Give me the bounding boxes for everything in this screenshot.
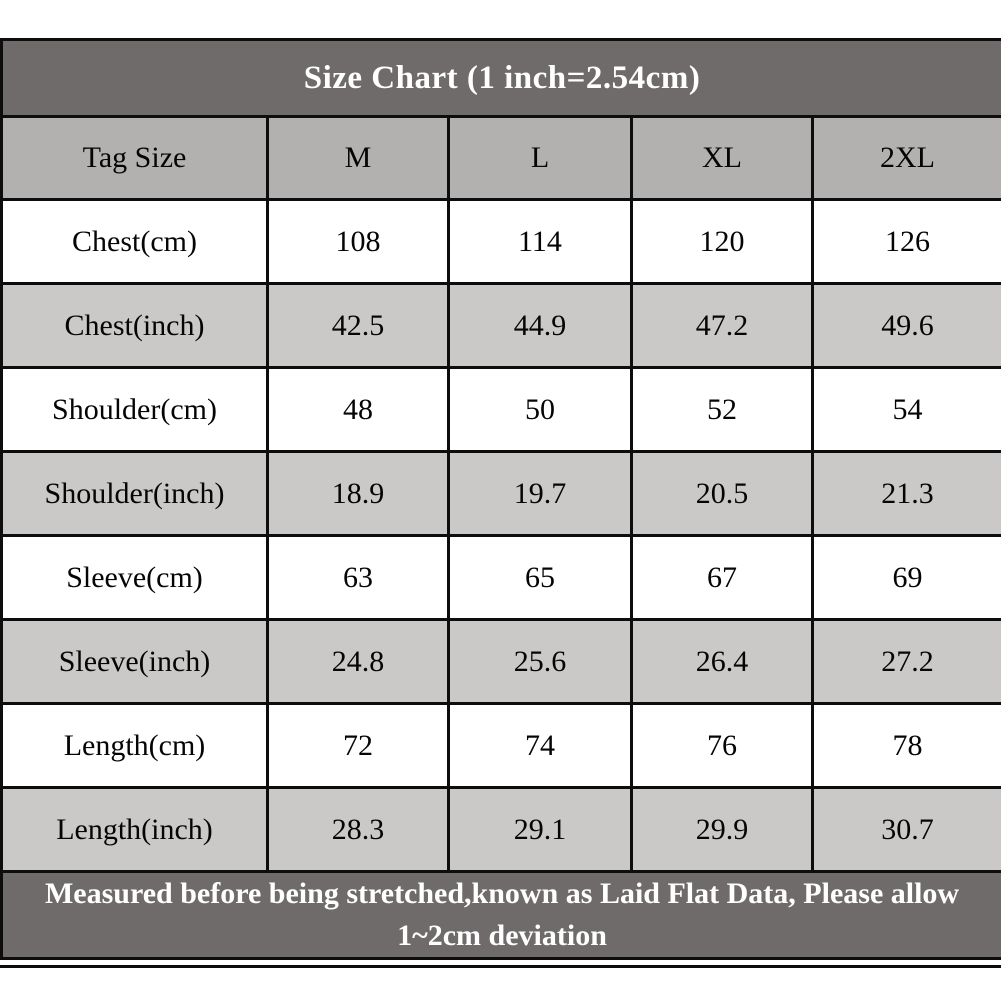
cell-value: 44.9 — [447, 282, 633, 369]
measurement-row: Shoulder(inch) 18.9 19.7 20.5 21.3 — [0, 450, 1001, 537]
measurement-row: Length(inch) 28.3 29.1 29.9 30.7 — [0, 786, 1001, 873]
cell-value: 21.3 — [810, 450, 1001, 537]
row-label: Sleeve(inch) — [0, 618, 269, 705]
cell-value: 30.7 — [810, 786, 1001, 873]
size-chart-container: Size Chart (1 inch=2.54cm) Tag Size M L … — [0, 38, 1001, 968]
tag-size-label: Tag Size — [0, 115, 269, 201]
cell-value: 27.2 — [810, 618, 1001, 705]
cell-value: 25.6 — [447, 618, 633, 705]
cell-value: 52 — [630, 366, 814, 453]
cell-value: 18.9 — [266, 450, 450, 537]
column-header-m: M — [266, 115, 450, 201]
measurement-row: Shoulder(cm) 48 50 52 54 — [0, 366, 1001, 453]
cell-value: 29.1 — [447, 786, 633, 873]
size-chart-body: Size Chart (1 inch=2.54cm) Tag Size M L … — [0, 38, 1001, 960]
row-label: Sleeve(cm) — [0, 534, 269, 621]
cell-value: 126 — [810, 198, 1001, 285]
cell-value: 65 — [447, 534, 633, 621]
measurement-row: Chest(inch) 42.5 44.9 47.2 49.6 — [0, 282, 1001, 369]
cell-value: 54 — [810, 366, 1001, 453]
footer-note: Measured before being stretched,known as… — [0, 870, 1001, 960]
cell-value: 78 — [810, 702, 1001, 789]
cell-value: 76 — [630, 702, 814, 789]
row-label: Shoulder(inch) — [0, 450, 269, 537]
column-header-l: L — [447, 115, 633, 201]
row-label: Chest(cm) — [0, 198, 269, 285]
cell-value: 50 — [447, 366, 633, 453]
cell-value: 20.5 — [630, 450, 814, 537]
cell-value: 42.5 — [266, 282, 450, 369]
row-label: Shoulder(cm) — [0, 366, 269, 453]
cell-value: 26.4 — [630, 618, 814, 705]
cell-value: 49.6 — [810, 282, 1001, 369]
cell-value: 72 — [266, 702, 450, 789]
tag-size-row: Tag Size M L XL 2XL — [0, 115, 1001, 201]
cell-value: 120 — [630, 198, 814, 285]
chart-title: Size Chart (1 inch=2.54cm) — [0, 38, 1001, 118]
size-chart-table: Size Chart (1 inch=2.54cm) Tag Size M L … — [0, 38, 1001, 960]
cell-value: 114 — [447, 198, 633, 285]
cell-value: 63 — [266, 534, 450, 621]
title-row: Size Chart (1 inch=2.54cm) — [0, 38, 1001, 118]
cell-value: 67 — [630, 534, 814, 621]
cell-value: 74 — [447, 702, 633, 789]
row-label: Chest(inch) — [0, 282, 269, 369]
cell-value: 47.2 — [630, 282, 814, 369]
cell-value: 24.8 — [266, 618, 450, 705]
cell-value: 28.3 — [266, 786, 450, 873]
measurement-row: Chest(cm) 108 114 120 126 — [0, 198, 1001, 285]
row-label: Length(inch) — [0, 786, 269, 873]
measurement-row: Sleeve(inch) 24.8 25.6 26.4 27.2 — [0, 618, 1001, 705]
measurement-row: Length(cm) 72 74 76 78 — [0, 702, 1001, 789]
row-label: Length(cm) — [0, 702, 269, 789]
cell-value: 48 — [266, 366, 450, 453]
measurement-row: Sleeve(cm) 63 65 67 69 — [0, 534, 1001, 621]
column-header-2xl: 2XL — [810, 115, 1001, 201]
column-header-xl: XL — [630, 115, 814, 201]
cell-value: 69 — [810, 534, 1001, 621]
cell-value: 19.7 — [447, 450, 633, 537]
footer-note-row: Measured before being stretched,known as… — [0, 870, 1001, 960]
cell-value: 29.9 — [630, 786, 814, 873]
cell-value: 108 — [266, 198, 450, 285]
